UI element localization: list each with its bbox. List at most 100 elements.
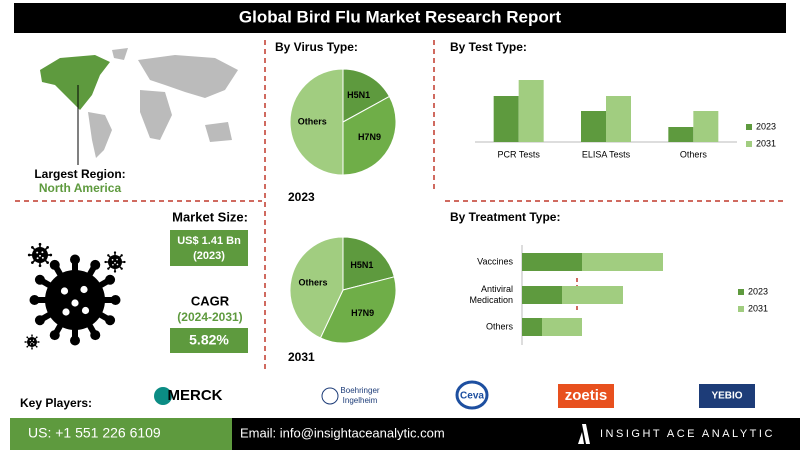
- spike-tip: [110, 295, 121, 305]
- section-title: By Treatment Type:: [450, 210, 560, 224]
- spike-tip: [31, 334, 33, 337]
- spike-tip: [34, 274, 45, 285]
- bar: [693, 111, 719, 142]
- spike-tip: [123, 260, 126, 264]
- slice-label: H7N9: [358, 132, 381, 142]
- footer-bar: [232, 418, 800, 450]
- pie-year: 2023: [288, 190, 315, 204]
- world-map: [40, 48, 238, 165]
- pie-year: 2031: [288, 350, 315, 364]
- logo-mark: [321, 387, 339, 405]
- cagr-box: [170, 328, 248, 353]
- virus-spot: [39, 254, 41, 257]
- slice-label: H5N1: [350, 260, 373, 270]
- market-size-value: US$ 1.41 Bn: [177, 235, 241, 247]
- virus-spot: [32, 339, 35, 341]
- logo-box: [558, 384, 614, 408]
- section-title: By Test Type:: [450, 40, 527, 54]
- category-label: PCR Tests: [497, 149, 540, 159]
- legend-swatch: [738, 306, 744, 312]
- key-player: Ingelheim: [343, 396, 378, 405]
- category-label: Vaccines: [477, 256, 513, 266]
- spike-tip: [49, 253, 53, 257]
- spike-tip: [46, 261, 49, 264]
- key-player: MERCK: [168, 387, 223, 404]
- cagr-label: CAGR: [191, 293, 230, 308]
- virus-spot: [81, 306, 90, 315]
- key-players-label: Key Players:: [20, 396, 92, 410]
- virus-spot: [29, 339, 31, 342]
- category-label: Others: [486, 321, 514, 331]
- spike-tip: [113, 270, 117, 273]
- spike-tip: [113, 251, 117, 254]
- bar: [522, 318, 542, 336]
- spike-tip: [26, 345, 29, 348]
- pie-slice: [342, 236, 395, 291]
- virus-spot: [116, 263, 119, 266]
- spike-tip: [107, 254, 110, 257]
- spike-tip: [35, 336, 38, 339]
- virus-spot: [80, 285, 88, 294]
- spike-tip: [31, 246, 34, 249]
- logo-mark: [154, 387, 172, 405]
- virus-spot: [116, 258, 118, 261]
- legend-label: 2031: [756, 138, 776, 148]
- spike-tip: [120, 267, 123, 270]
- spike-tip: [38, 242, 42, 246]
- virus-spot: [60, 287, 69, 295]
- bar: [668, 127, 694, 142]
- pie-slice: [342, 95, 397, 176]
- cagr-period: (2024-2031): [177, 310, 242, 324]
- spike-tip: [49, 259, 60, 270]
- slice-label: H5N1: [347, 90, 370, 100]
- phone: US: +1 551 226 6109: [28, 425, 161, 441]
- legend-swatch: [746, 141, 752, 147]
- bar: [606, 96, 631, 142]
- category-label: Antiviral: [481, 284, 513, 294]
- spike-tip: [70, 254, 80, 265]
- spike-tip: [24, 341, 27, 343]
- pie-slice: [319, 276, 397, 344]
- spike-tip: [90, 330, 101, 341]
- virus-spot: [112, 263, 114, 266]
- spike-tip: [29, 295, 40, 305]
- title: Global Bird Flu Market Research Report: [239, 7, 561, 26]
- key-player: Boehringer: [340, 386, 379, 395]
- header-bar: [14, 3, 786, 33]
- legend-label: 2023: [756, 121, 776, 131]
- bar: [542, 318, 582, 336]
- section-title: By Virus Type:: [275, 40, 358, 54]
- slice-label: Others: [298, 278, 327, 288]
- region-label: Largest Region:: [34, 167, 125, 181]
- key-player: YEBIO: [711, 391, 742, 402]
- email: Email: info@insightaceanalytic.com: [240, 425, 445, 440]
- spike-tip: [46, 246, 49, 249]
- spike-tip: [107, 267, 110, 270]
- legend-label: 2031: [748, 303, 768, 313]
- virus-icons: [24, 242, 126, 350]
- key-player: zoetis: [565, 387, 608, 404]
- virus-spot: [62, 308, 70, 316]
- brand: INSIGHT ACE ANALYTIC: [600, 428, 775, 440]
- south-america: [88, 112, 112, 158]
- legend-label: 2023: [748, 286, 768, 296]
- region-value: North America: [39, 181, 122, 195]
- spike-tip: [104, 260, 107, 264]
- bar: [522, 286, 562, 304]
- virus-spot: [31, 341, 33, 344]
- bar: [562, 286, 623, 304]
- africa: [140, 90, 172, 140]
- spike-tip: [105, 315, 116, 326]
- spike-tip: [105, 274, 116, 285]
- virus-spot: [41, 256, 44, 259]
- spike-tip: [31, 261, 34, 264]
- eurasia: [138, 55, 238, 98]
- spike-tip: [27, 253, 31, 257]
- category-label: Medication: [469, 295, 513, 305]
- slice-label: Others: [298, 116, 327, 126]
- spike-tip: [31, 347, 33, 350]
- pie-slice: [289, 236, 344, 339]
